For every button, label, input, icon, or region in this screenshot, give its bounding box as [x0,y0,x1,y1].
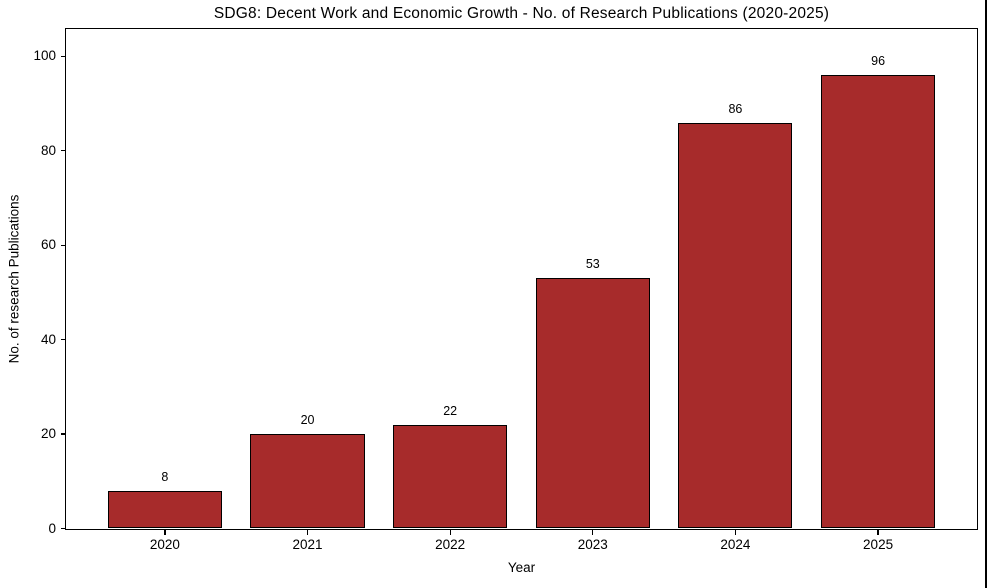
bar-value-label: 8 [161,469,169,484]
x-tick [449,530,451,535]
x-tick-label: 2024 [720,537,751,552]
x-tick-label: 2022 [435,537,466,552]
y-tick [60,244,65,246]
x-tick-label: 2025 [863,537,894,552]
bar-value-label: 53 [585,257,600,272]
x-tick-label: 2023 [577,537,608,552]
y-tick-label: 80 [40,142,56,158]
bar [250,434,365,529]
bar [678,122,793,529]
y-tick-label: 60 [40,237,56,253]
x-tick [164,530,166,535]
bar [107,490,222,529]
chart-title: SDG8: Decent Work and Economic Growth - … [213,5,830,22]
y-tick-label: 40 [40,331,56,347]
x-tick [877,530,879,535]
x-axis-label: Year [507,560,536,575]
bar-value-label: 96 [871,54,886,69]
bar-value-label: 22 [443,403,458,418]
x-tick-label: 2021 [292,537,323,552]
y-tick [60,55,65,57]
bar [393,424,508,529]
y-tick [60,339,65,341]
y-tick [60,433,65,435]
x-tick-label: 2020 [149,537,180,552]
x-tick [734,530,737,535]
bar [821,75,936,529]
x-tick [306,530,309,535]
y-tick [60,150,65,152]
y-tick-label: 0 [48,520,56,536]
y-tick-label: 20 [40,426,56,442]
bar-value-label: 86 [728,101,743,116]
bar-value-label: 20 [300,413,315,428]
bar [535,278,650,529]
y-tick-label: 100 [33,48,56,64]
y-tick [60,527,65,530]
x-tick [592,530,594,535]
window-edge-line [984,0,987,588]
